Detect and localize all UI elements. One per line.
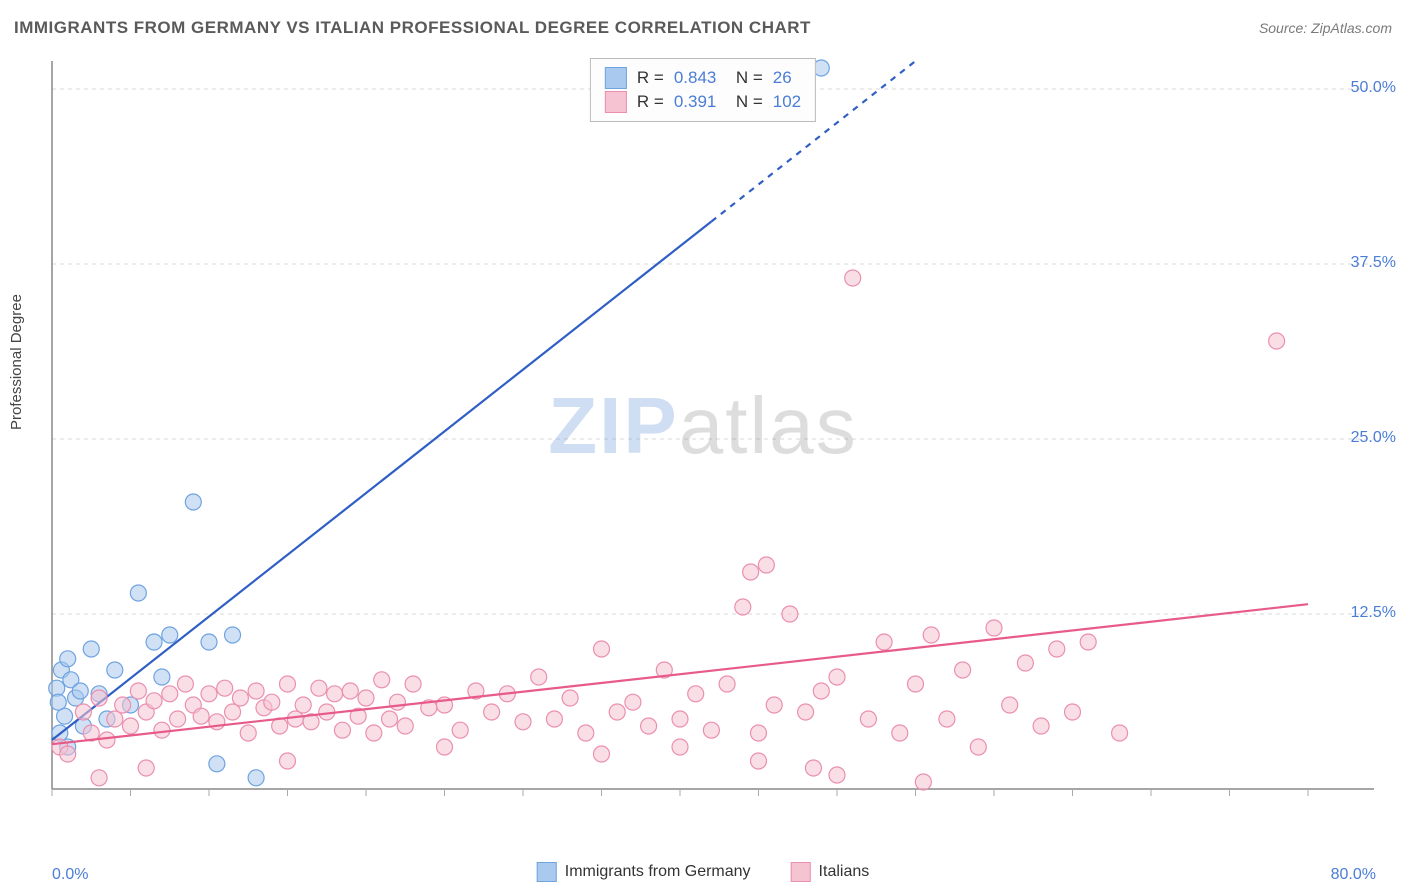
legend-row-italians: R = 0.391 N = 102 (605, 91, 801, 113)
legend-r-value-germany: 0.843 (674, 68, 717, 88)
y-tick-label: 37.5% (1351, 254, 1396, 272)
legend-r-value-italians: 0.391 (674, 92, 717, 112)
bottom-legend-germany: Immigrants from Germany (537, 862, 751, 882)
legend-n-label: N = (726, 68, 762, 88)
bottom-legend-italians: Italians (791, 862, 870, 882)
y-tick-label: 12.5% (1351, 604, 1396, 622)
swatch-italians (791, 862, 811, 882)
source-attribution: Source: ZipAtlas.com (1259, 20, 1392, 36)
y-tick-label: 50.0% (1351, 79, 1396, 97)
legend-n-value-germany: 26 (773, 68, 792, 88)
chart-title: IMMIGRANTS FROM GERMANY VS ITALIAN PROFE… (14, 18, 811, 38)
correlation-legend: R = 0.843 N = 26 R = 0.391 N = 102 (590, 58, 816, 122)
bottom-legend-label-germany: Immigrants from Germany (565, 863, 751, 881)
legend-r-label: R = (637, 68, 664, 88)
scatter-plot (48, 55, 1378, 825)
legend-row-germany: R = 0.843 N = 26 (605, 67, 801, 89)
swatch-germany (537, 862, 557, 882)
legend-swatch-germany (605, 67, 627, 89)
plot-svg (48, 55, 1378, 825)
bottom-legend-label-italians: Italians (819, 863, 870, 881)
x-axis-max-label: 80.0% (1331, 866, 1376, 884)
y-axis-label: Professional Degree (8, 294, 25, 430)
legend-n-label: N = (726, 92, 762, 112)
legend-n-value-italians: 102 (773, 92, 801, 112)
legend-r-label: R = (637, 92, 664, 112)
y-tick-label: 25.0% (1351, 429, 1396, 447)
bottom-legend: Immigrants from Germany Italians (537, 862, 870, 882)
legend-swatch-italians (605, 91, 627, 113)
x-axis-min-label: 0.0% (52, 866, 88, 884)
